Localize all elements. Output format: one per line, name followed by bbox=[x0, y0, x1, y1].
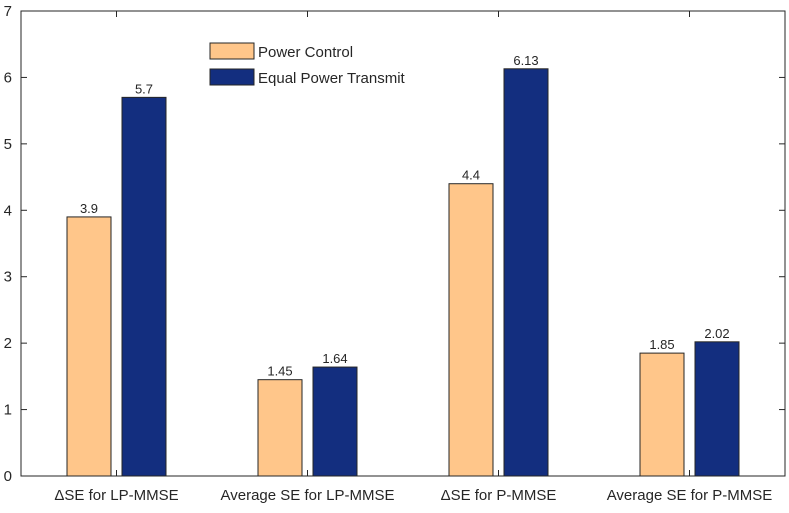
x-tick-label: Average SE for LP-MMSE bbox=[221, 487, 395, 504]
data-label: 1.64 bbox=[322, 351, 347, 366]
y-tick-label: 3 bbox=[4, 269, 12, 286]
x-tick-label: ΔSE for P-MMSE bbox=[441, 487, 557, 504]
x-tick-label: Average SE for P-MMSE bbox=[607, 487, 773, 504]
bar-power-control bbox=[66, 216, 112, 477]
bar-power-control bbox=[257, 379, 303, 477]
data-label: 3.9 bbox=[80, 201, 98, 216]
bar-power-control bbox=[639, 352, 685, 477]
y-tick-label: 5 bbox=[4, 136, 12, 153]
y-tick-label: 2 bbox=[4, 335, 12, 352]
y-tick-label: 6 bbox=[4, 69, 12, 86]
y-tick-label: 4 bbox=[4, 202, 12, 219]
bar-equal-power bbox=[312, 366, 358, 477]
legend-label: Equal Power Transmit bbox=[258, 70, 406, 87]
data-label: 4.4 bbox=[462, 168, 480, 183]
y-tick-label: 0 bbox=[4, 468, 12, 485]
data-label: 2.02 bbox=[704, 326, 729, 341]
legend-label: Power Control bbox=[258, 44, 353, 61]
plot-frame bbox=[20, 10, 786, 477]
data-label: 1.85 bbox=[649, 337, 674, 352]
data-label: 1.45 bbox=[267, 364, 292, 379]
legend-swatch bbox=[209, 68, 255, 86]
legend-swatch bbox=[209, 42, 255, 60]
bar-equal-power bbox=[503, 68, 549, 477]
x-tick-label: ΔSE for LP-MMSE bbox=[54, 487, 178, 504]
y-tick-label: 1 bbox=[4, 402, 12, 419]
y-tick-label: 7 bbox=[4, 3, 12, 20]
bar-power-control bbox=[448, 183, 494, 477]
data-label: 6.13 bbox=[513, 53, 538, 68]
data-label: 5.7 bbox=[135, 81, 153, 96]
bar-equal-power bbox=[694, 341, 740, 477]
bar-equal-power bbox=[121, 96, 167, 477]
